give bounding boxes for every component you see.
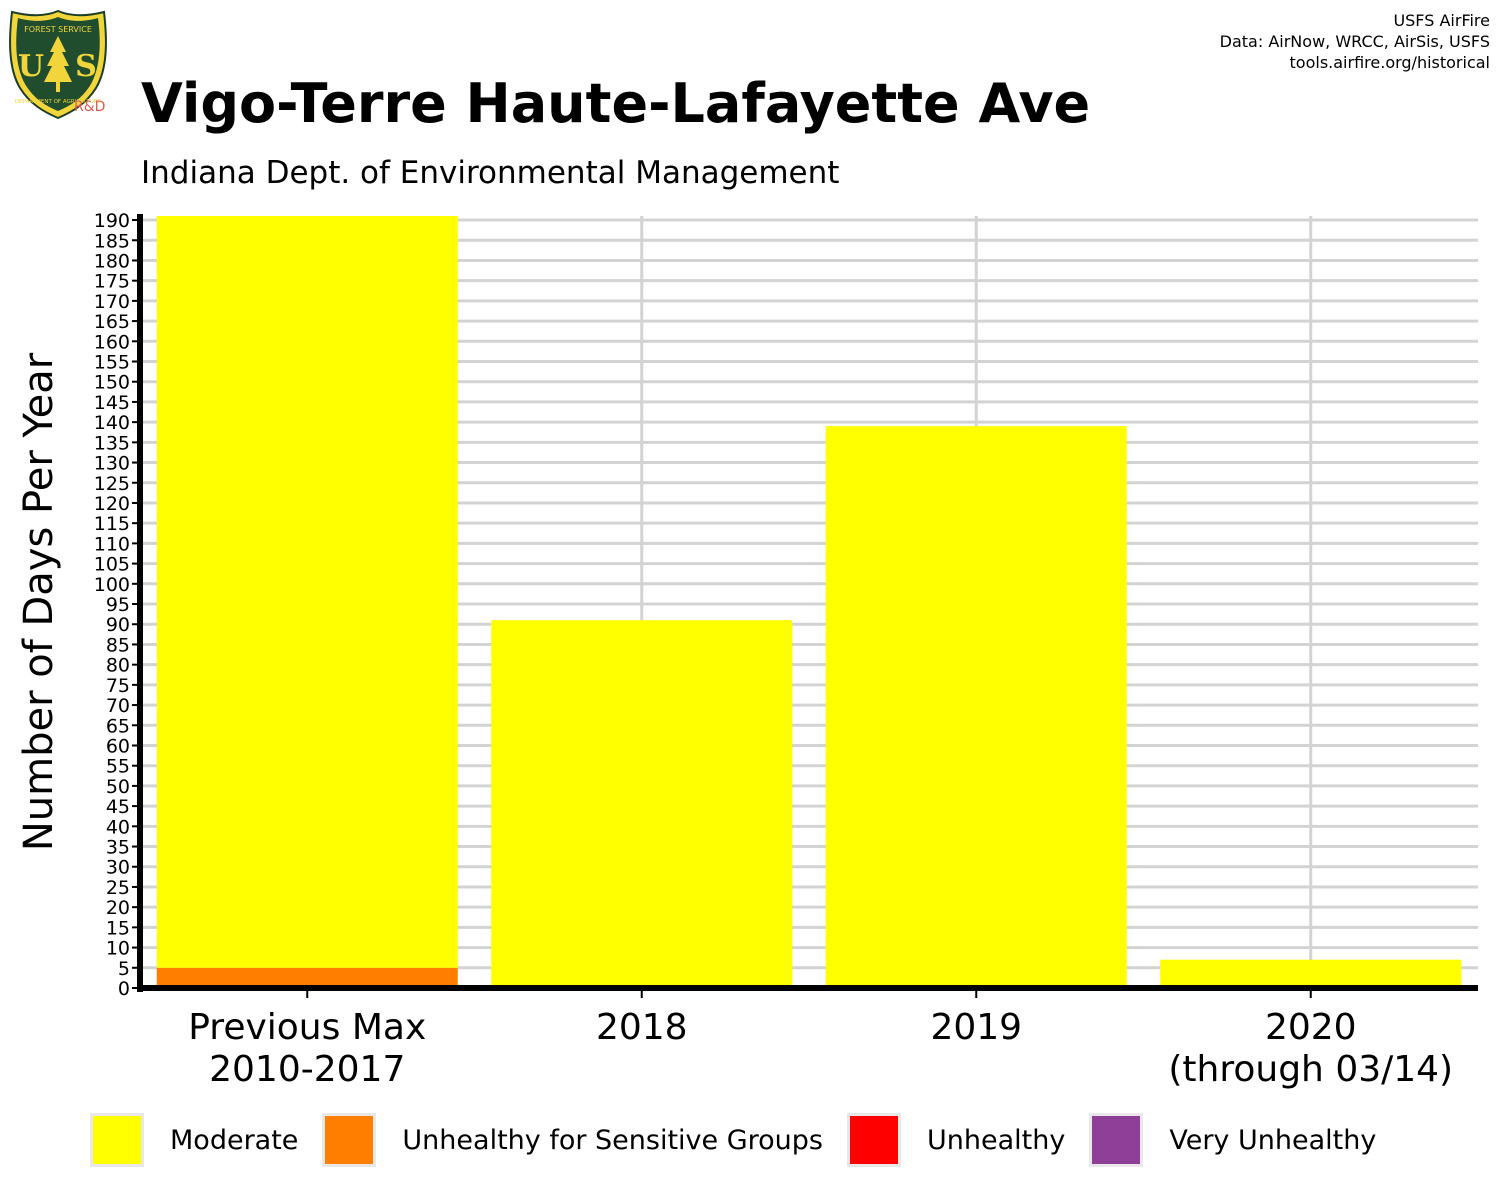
- y-tick-label: 85: [106, 634, 130, 656]
- y-tick-label: 125: [94, 473, 130, 495]
- x-tick-label-line: 2018: [596, 1007, 688, 1048]
- legend-label: Unhealthy for Sensitive Groups: [402, 1124, 823, 1156]
- y-tick-label: 110: [94, 533, 130, 555]
- y-tick-label: 170: [94, 291, 130, 313]
- y-tick-label: 5: [118, 958, 130, 980]
- y-tick-label: 160: [94, 331, 130, 353]
- y-tick-label: 175: [94, 271, 130, 293]
- legend-swatch: [847, 1113, 901, 1167]
- bar-segment: [491, 620, 793, 988]
- legend-item-moderate: Moderate: [90, 1113, 298, 1167]
- chart-subtitle: Indiana Dept. of Environmental Managemen…: [141, 155, 840, 191]
- y-tick-label: 135: [94, 432, 130, 454]
- y-tick-label: 75: [106, 675, 130, 697]
- legend-item-very-unhealthy: Very Unhealthy: [1089, 1113, 1376, 1167]
- bar-segment: [825, 426, 1127, 989]
- y-tick-label: 120: [94, 493, 130, 515]
- legend-label: Unhealthy: [927, 1124, 1066, 1156]
- x-tick-label-line: (through 03/14): [1168, 1049, 1453, 1090]
- credit-line: USFS AirFire: [1393, 11, 1490, 30]
- y-tick-label: 70: [106, 695, 130, 717]
- y-tick-label: 100: [94, 574, 130, 596]
- credits: USFS AirFire Data: AirNow, WRCC, AirSis,…: [1220, 10, 1490, 73]
- x-tick-label: Previous Max 2010-2017: [188, 1007, 426, 1090]
- y-tick-label: 180: [94, 250, 130, 272]
- y-tick-label: 80: [106, 655, 130, 677]
- usfs-shield-logo: FOREST SERVICE U S DEPARTMENT OF AGRICUL…: [9, 9, 107, 120]
- y-tick-label: 30: [106, 857, 130, 879]
- logo-badge: R&D: [74, 99, 106, 115]
- logo-top-text: FOREST SERVICE: [24, 25, 92, 34]
- chart-title: Vigo-Terre Haute-Lafayette Ave: [141, 72, 1091, 135]
- legend: Moderate Unhealthy for Sensitive Groups …: [90, 1110, 1400, 1170]
- y-tick-label: 105: [94, 554, 130, 576]
- y-tick-label: 65: [106, 715, 130, 737]
- y-tick-label: 40: [106, 816, 130, 838]
- y-axis-title: Number of Days Per Year: [16, 352, 62, 851]
- y-tick-label: 190: [94, 210, 130, 232]
- y-tick-label: 0: [118, 978, 130, 1000]
- x-tick-label-line: 2020: [1265, 1007, 1357, 1048]
- legend-swatch: [1089, 1113, 1144, 1167]
- legend-item-usg: Unhealthy for Sensitive Groups: [322, 1113, 823, 1167]
- credit-line: tools.airfire.org/historical: [1289, 53, 1490, 72]
- legend-label: Moderate: [170, 1124, 299, 1156]
- y-tick-label: 45: [106, 796, 130, 818]
- y-tick-label: 130: [94, 453, 130, 475]
- y-tick-label: 15: [106, 917, 130, 939]
- legend-swatch: [90, 1113, 144, 1167]
- bar-segment: [156, 967, 458, 988]
- y-tick-label: 25: [106, 877, 130, 899]
- y-tick-label: 155: [94, 352, 130, 374]
- x-tick-label-line: 2010-2017: [209, 1049, 405, 1090]
- y-tick-label: 20: [106, 897, 130, 919]
- x-tick-label: 2018: [596, 1007, 688, 1048]
- bar-segment: [1160, 959, 1462, 988]
- x-tick-label: 2020 (through 03/14): [1168, 1007, 1453, 1090]
- y-tick-label: 165: [94, 311, 130, 333]
- logo-bottom-text: DEPARTMENT OF AGRICULTURE: [15, 99, 102, 105]
- legend-label: Very Unhealthy: [1169, 1124, 1377, 1156]
- x-tick-label-line: Previous Max: [188, 1007, 426, 1048]
- legend-swatch: [322, 1113, 377, 1167]
- logo-letter-u: U: [18, 49, 44, 84]
- y-tick-label: 140: [94, 412, 130, 434]
- x-tick-label: 2019: [930, 1007, 1022, 1048]
- y-tick-label: 95: [106, 594, 130, 616]
- legend-item-unhealthy: Unhealthy: [847, 1113, 1065, 1167]
- y-tick-label: 35: [106, 837, 130, 859]
- y-tick-label: 185: [94, 230, 130, 252]
- bar-segment: [156, 216, 458, 968]
- y-tick-label: 55: [106, 756, 130, 778]
- tree-icon: [44, 36, 72, 92]
- y-tick-label: 60: [106, 735, 130, 757]
- y-tick-label: 115: [94, 513, 130, 535]
- credit-line: Data: AirNow, WRCC, AirSis, USFS: [1219, 32, 1490, 51]
- y-tick-label: 150: [94, 372, 130, 394]
- y-tick-label: 90: [106, 614, 130, 636]
- x-tick-label-line: 2019: [930, 1007, 1022, 1048]
- y-tick-label: 50: [106, 776, 130, 798]
- y-tick-label: 145: [94, 392, 130, 414]
- logo-letter-s: S: [75, 49, 97, 84]
- y-tick-label: 10: [106, 938, 130, 960]
